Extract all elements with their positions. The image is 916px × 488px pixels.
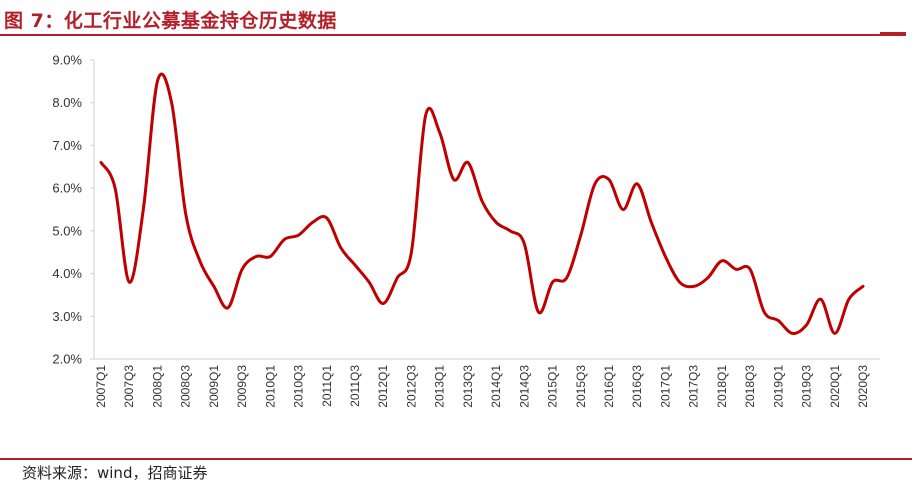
x-tick-label: 2012Q3 — [404, 365, 418, 408]
series-group — [99, 72, 865, 335]
y-tick-label: 2.0% — [52, 352, 82, 367]
y-tick-label: 4.0% — [52, 266, 82, 281]
x-tick-label: 2008Q1 — [150, 365, 164, 408]
x-tick-label: 2018Q1 — [715, 365, 729, 408]
x-tick-label: 2011Q1 — [320, 365, 334, 407]
x-tick-label: 2013Q3 — [461, 365, 475, 408]
y-axis: 2.0% 3.0% 4.0% 5.0% 6.0% 7.0% 8.0% 9.0% — [52, 53, 95, 367]
x-tick-label: 2008Q3 — [179, 365, 193, 408]
x-tick-label: 2018Q3 — [743, 365, 757, 408]
x-tick-label: 2011Q3 — [348, 365, 362, 407]
x-tick-label: 2016Q1 — [602, 365, 616, 408]
y-tick-label: 8.0% — [52, 95, 82, 110]
y-tick-label: 7.0% — [52, 138, 82, 153]
x-tick-label: 2015Q3 — [574, 365, 588, 408]
x-tick-label: 2010Q1 — [263, 365, 277, 408]
x-tick-label: 2019Q3 — [800, 365, 814, 408]
x-tick-label: 2013Q1 — [433, 365, 447, 408]
series-line — [99, 72, 865, 335]
figure-title: 图 7：化工行业公募基金持仓历史数据 — [4, 10, 337, 32]
x-tick-label: 2020Q1 — [828, 365, 842, 408]
y-tick-label: 6.0% — [52, 181, 82, 196]
x-tick-label: 2016Q3 — [630, 365, 644, 408]
x-tick-label: 2019Q1 — [771, 365, 785, 408]
y-tick-label: 9.0% — [52, 53, 82, 68]
x-tick-label: 2014Q1 — [489, 365, 503, 408]
x-tick-label: 2015Q1 — [546, 365, 560, 408]
line-chart: 2.0%3.0%4.0%5.0%6.0%7.0%8.0%9.0% 2007Q1 2… — [52, 53, 880, 408]
x-tick-label: 2017Q3 — [687, 365, 701, 408]
x-tick-label: 2009Q3 — [235, 365, 249, 408]
x-tick-label: 2010Q3 — [292, 365, 306, 408]
x-tick-label: 2007Q3 — [122, 365, 136, 408]
y-tick-label: 3.0% — [52, 309, 82, 324]
x-tick-label: 2014Q3 — [517, 365, 531, 408]
x-axis: 2007Q1 2007Q3 2008Q1 2008Q3 2009Q1 2009Q3 2010… — [94, 358, 880, 408]
source-divider — [0, 458, 912, 460]
x-tick-label: 2007Q1 — [94, 365, 108, 408]
source-note: 资料来源：wind，招商证券 — [22, 464, 208, 482]
x-tick-label: 2020Q3 — [856, 365, 870, 408]
x-tick-label: 2012Q1 — [376, 365, 390, 408]
title-underline-cap — [880, 32, 906, 36]
y-tick-label: 5.0% — [52, 223, 82, 238]
x-tick-label: 2017Q1 — [658, 365, 672, 408]
x-tick-label: 2009Q1 — [207, 365, 221, 408]
title-underline — [0, 34, 906, 36]
